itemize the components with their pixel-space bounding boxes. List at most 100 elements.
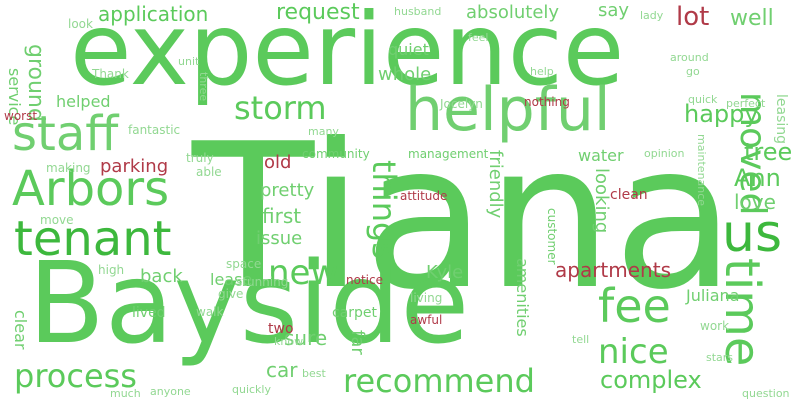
- word-whole: whole: [378, 64, 432, 85]
- word-things: things: [365, 160, 403, 259]
- word-anyone: anyone: [150, 385, 191, 398]
- word-quickly: quickly: [232, 383, 271, 396]
- word-move: move: [40, 213, 74, 227]
- word-unit: unit: [178, 55, 200, 68]
- word-look: look: [68, 17, 93, 31]
- word-absolutely: absolutely: [466, 2, 560, 23]
- word-storm: storm: [234, 89, 327, 127]
- word-tiana: Tiana: [192, 101, 736, 334]
- word-amenities: amenities: [513, 258, 532, 337]
- word-leasing: leasing: [773, 94, 789, 145]
- word-stars: stars: [706, 351, 734, 364]
- word-nice: nice: [598, 332, 669, 372]
- word-staff: staff: [12, 106, 119, 162]
- word-us: us: [722, 204, 783, 264]
- word-space: space: [226, 257, 262, 271]
- word-community: community: [302, 147, 370, 161]
- word-able: able: [196, 165, 222, 179]
- word-tenant: tenant: [14, 211, 172, 267]
- word-old: old: [264, 152, 292, 173]
- word-quiet: quiet: [388, 40, 429, 59]
- word-carpet: carpet: [332, 305, 378, 321]
- word-lease: lease: [210, 270, 253, 289]
- word-helpful: helpful: [405, 75, 611, 145]
- word-sure: sure: [284, 326, 328, 350]
- word-ann: Ann: [734, 164, 781, 192]
- word-lady: lady: [640, 9, 664, 22]
- word-issue: issue: [256, 228, 303, 249]
- word-truly: truly: [186, 151, 214, 165]
- word-apartments: apartments: [555, 258, 671, 282]
- word-three: three: [197, 72, 210, 102]
- word-awful: awful: [410, 313, 443, 327]
- word-clean: clean: [610, 187, 648, 203]
- word-notice: notice: [346, 273, 383, 287]
- word-back: back: [140, 266, 183, 287]
- word-quick: quick: [688, 93, 718, 106]
- word-husband: husband: [394, 5, 442, 18]
- word-customer: customer: [545, 208, 559, 265]
- word-far: far: [347, 330, 368, 355]
- word-perfect: perfect: [726, 97, 766, 110]
- word-nothing: nothing: [524, 95, 570, 109]
- word-juliana: Juliana: [686, 286, 740, 305]
- word-walk: walk: [196, 305, 224, 319]
- word-making: making: [46, 161, 91, 175]
- word-complex: complex: [600, 366, 702, 394]
- word-clear: clear: [11, 310, 30, 350]
- word-friendly: friendly: [485, 150, 506, 219]
- word-time: time: [714, 258, 770, 367]
- word-go: go: [686, 65, 700, 78]
- word-give: give: [218, 287, 244, 301]
- word-best: best: [302, 367, 326, 380]
- word-recommend: recommend: [343, 362, 535, 400]
- word-say: say: [598, 0, 630, 21]
- word-process: process: [14, 357, 137, 395]
- word-opinion: opinion: [644, 147, 685, 160]
- word-high: high: [98, 263, 125, 277]
- word-love: love: [734, 190, 776, 214]
- word-tree: tree: [744, 138, 793, 166]
- word-new: new: [268, 253, 339, 293]
- word-ground: ground: [23, 44, 48, 122]
- word-many: many: [308, 125, 339, 138]
- word-much: much: [110, 387, 141, 400]
- word-maintenance: maintenance: [695, 134, 708, 207]
- word-car: car: [266, 358, 298, 382]
- word-pretty: pretty: [260, 180, 315, 201]
- word-lot: lot: [676, 2, 710, 32]
- word-first: first: [262, 204, 302, 228]
- word-fantastic: fantastic: [128, 123, 181, 137]
- word-thank: Thank: [92, 67, 129, 81]
- word-kyle: Kyle: [426, 262, 464, 283]
- word-fee: fee: [598, 279, 671, 333]
- word-request: request: [276, 0, 360, 25]
- word-work: work: [700, 319, 730, 333]
- word-helped: helped: [56, 92, 111, 111]
- word-lived: lived: [132, 305, 166, 321]
- word-worst: worst: [4, 109, 38, 123]
- word-parking: parking: [100, 156, 169, 177]
- word-know: know: [274, 335, 304, 348]
- word-tell: tell: [572, 333, 590, 346]
- word-help: help: [530, 65, 554, 78]
- word-living: living: [410, 291, 443, 305]
- word-two: two: [268, 321, 294, 337]
- word-management: management: [408, 147, 489, 161]
- word-stunning: stunning: [236, 275, 289, 289]
- word-moved: moved: [732, 92, 773, 216]
- word-looking: looking: [591, 168, 612, 234]
- word-service: service: [5, 68, 24, 126]
- word-bayside: Bayside: [28, 239, 470, 369]
- word-water: water: [578, 146, 624, 165]
- word-experience: experience: [70, 0, 625, 108]
- word-arbors: Arbors: [12, 161, 170, 217]
- word-happy: happy: [684, 100, 759, 128]
- word-attitude: attitude: [400, 189, 448, 203]
- word-around: around: [670, 51, 709, 64]
- word-well: well: [730, 6, 774, 31]
- word-jocelyn: Jocelyn: [440, 97, 483, 111]
- word-question: question: [742, 387, 790, 400]
- word-application: application: [98, 2, 209, 26]
